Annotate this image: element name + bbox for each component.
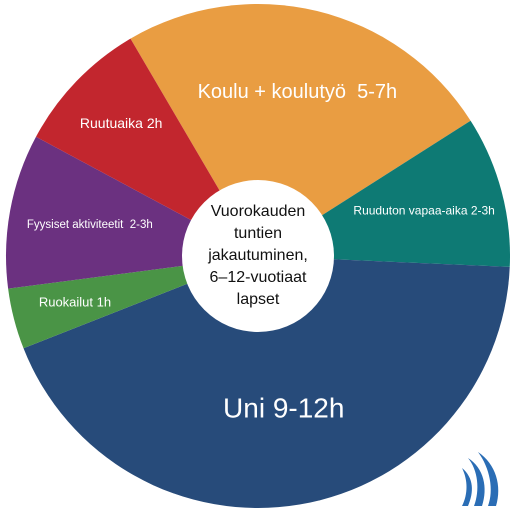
- slice: [130, 3, 471, 256]
- title-line: lapset: [237, 291, 280, 308]
- slice-label: Koulu + koulutyö 5-7h: [198, 81, 398, 103]
- slice: [36, 38, 258, 256]
- title-line: Vuorokauden: [211, 203, 306, 220]
- slice-label: Ruokailut 1h: [39, 295, 111, 310]
- title-line: jakautuminen,: [207, 247, 308, 264]
- slice-label: Ruuduton vapaa-aika 2-3h: [353, 204, 494, 218]
- title-line: 6–12-vuotiaat: [210, 269, 308, 286]
- logo: [462, 452, 499, 506]
- slice-label: Fyysiset aktiviteetit 2-3h: [27, 219, 153, 231]
- slice-label: Uni 9-12h: [223, 392, 344, 423]
- slice: [23, 256, 510, 508]
- center-title: Vuorokauden tuntien jakautuminen, 6–12-vuot…: [207, 203, 308, 308]
- title-line: tuntien: [234, 225, 282, 242]
- slice-label: Ruutuaika 2h: [80, 115, 163, 131]
- center-hole: [182, 180, 334, 332]
